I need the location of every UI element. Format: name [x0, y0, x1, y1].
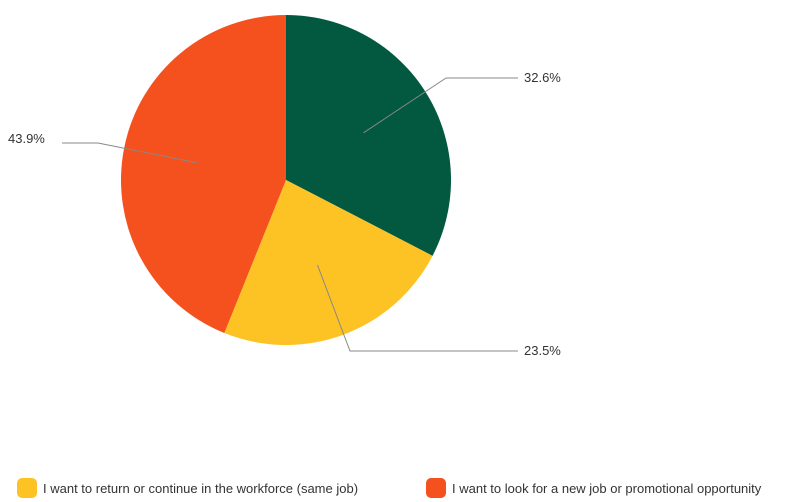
slice-dark-green-leader-line: [363, 77, 518, 134]
slice-same-job-data-label: 23.5%: [524, 343, 561, 358]
slice-new-job-leader-line: [62, 142, 197, 164]
slice-same-job[interactable]: [224, 180, 433, 345]
chart-legend: I want to return or continue in the work…: [0, 478, 800, 502]
legend-item-same-job[interactable]: I want to return or continue in the work…: [17, 478, 358, 498]
legend-label-new-job: I want to look for a new job or promotio…: [452, 480, 762, 496]
legend-swatch-same-job: [17, 478, 37, 498]
slice-dark-green-data-label: 32.6%: [524, 70, 561, 85]
slice-dark-green[interactable]: [286, 15, 451, 256]
slice-same-job-leader-line: [317, 264, 518, 352]
legend-swatch-new-job: [426, 478, 446, 498]
legend-item-new-job[interactable]: I want to look for a new job or promotio…: [426, 478, 761, 498]
pie-chart-canvas: 32.6% 23.5% 43.9%: [8, 15, 561, 358]
legend-label-same-job: I want to return or continue in the work…: [43, 480, 359, 496]
slice-new-job-data-label: 43.9%: [8, 131, 45, 146]
slice-new-job[interactable]: [120, 15, 286, 334]
